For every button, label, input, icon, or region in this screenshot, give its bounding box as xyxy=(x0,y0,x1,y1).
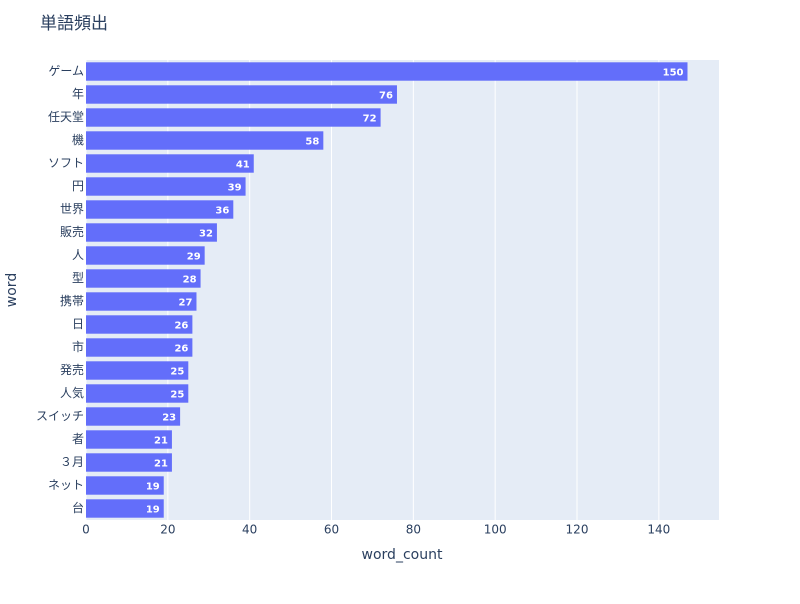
y-tick-label: 機 xyxy=(72,132,84,147)
bar xyxy=(86,407,181,426)
y-tick-label: 世界 xyxy=(60,202,84,216)
y-tick-label: 市 xyxy=(72,339,84,354)
value-label: 19 xyxy=(146,505,160,516)
value-label: 21 xyxy=(154,459,168,470)
value-label: 28 xyxy=(183,275,197,286)
value-label: 41 xyxy=(236,160,250,171)
value-label: 72 xyxy=(363,114,377,125)
value-label: 23 xyxy=(162,413,176,424)
value-label: 150 xyxy=(663,68,684,79)
value-label: 39 xyxy=(228,183,242,194)
value-label: 27 xyxy=(179,298,193,309)
value-label: 32 xyxy=(199,229,213,240)
value-label: 36 xyxy=(215,206,229,217)
y-tick-label: ３月 xyxy=(60,455,84,469)
bar xyxy=(86,338,193,357)
bar xyxy=(86,85,397,104)
y-tick-label: 日 xyxy=(72,317,84,331)
value-label: 76 xyxy=(379,91,393,102)
value-label: 26 xyxy=(174,321,188,332)
value-label: 29 xyxy=(187,252,201,263)
bar xyxy=(86,292,197,311)
bar xyxy=(86,131,324,150)
y-tick-label: 人 xyxy=(72,248,84,262)
value-label: 25 xyxy=(170,390,184,401)
x-tick-label: 80 xyxy=(406,523,421,537)
bar xyxy=(86,315,193,334)
y-tick-label: 台 xyxy=(72,500,84,515)
value-label: 58 xyxy=(305,137,319,148)
x-tick-label: 60 xyxy=(324,523,339,537)
bar xyxy=(86,223,217,242)
value-label: 19 xyxy=(146,482,160,493)
bar xyxy=(86,361,189,380)
x-tick-label: 40 xyxy=(242,523,257,537)
value-label: 25 xyxy=(170,367,184,378)
bar xyxy=(86,154,254,173)
bar xyxy=(86,384,189,403)
y-tick-label: ゲーム xyxy=(48,64,84,78)
bar xyxy=(86,246,205,265)
y-tick-label: ソフト xyxy=(48,156,84,170)
bar xyxy=(86,177,246,196)
bar xyxy=(86,430,172,449)
chart-title: 単語頻出 xyxy=(40,14,108,34)
y-tick-label: 人気 xyxy=(60,385,84,400)
value-label: 26 xyxy=(174,344,188,355)
y-tick-label: 者 xyxy=(72,432,84,446)
x-tick-label: 120 xyxy=(566,523,589,537)
bar xyxy=(86,200,234,219)
y-tick-label: 発売 xyxy=(60,362,84,377)
value-label: 21 xyxy=(154,436,168,447)
bar xyxy=(86,62,688,81)
y-tick-label: 円 xyxy=(72,179,84,193)
plot-background xyxy=(86,60,719,520)
x-tick-label: 100 xyxy=(484,523,507,537)
bar xyxy=(86,108,381,127)
x-tick-label: 20 xyxy=(160,523,175,537)
x-tick-label: 0 xyxy=(82,523,90,537)
y-tick-label: 販売 xyxy=(60,224,84,239)
x-tick-label: 140 xyxy=(647,523,670,537)
y-tick-label: 年 xyxy=(72,87,84,101)
y-tick-label: 型 xyxy=(72,271,84,285)
y-tick-label: スイッチ xyxy=(36,409,84,423)
y-axis-title: word xyxy=(4,273,20,307)
y-tick-label: 任天堂 xyxy=(48,110,84,124)
y-tick-label: 携帯 xyxy=(60,293,84,308)
bar xyxy=(86,476,164,495)
x-axis-title: word_count xyxy=(362,547,443,563)
bar xyxy=(86,269,201,288)
bar xyxy=(86,453,172,472)
y-tick-label: ネット xyxy=(48,478,84,492)
bar xyxy=(86,499,164,518)
